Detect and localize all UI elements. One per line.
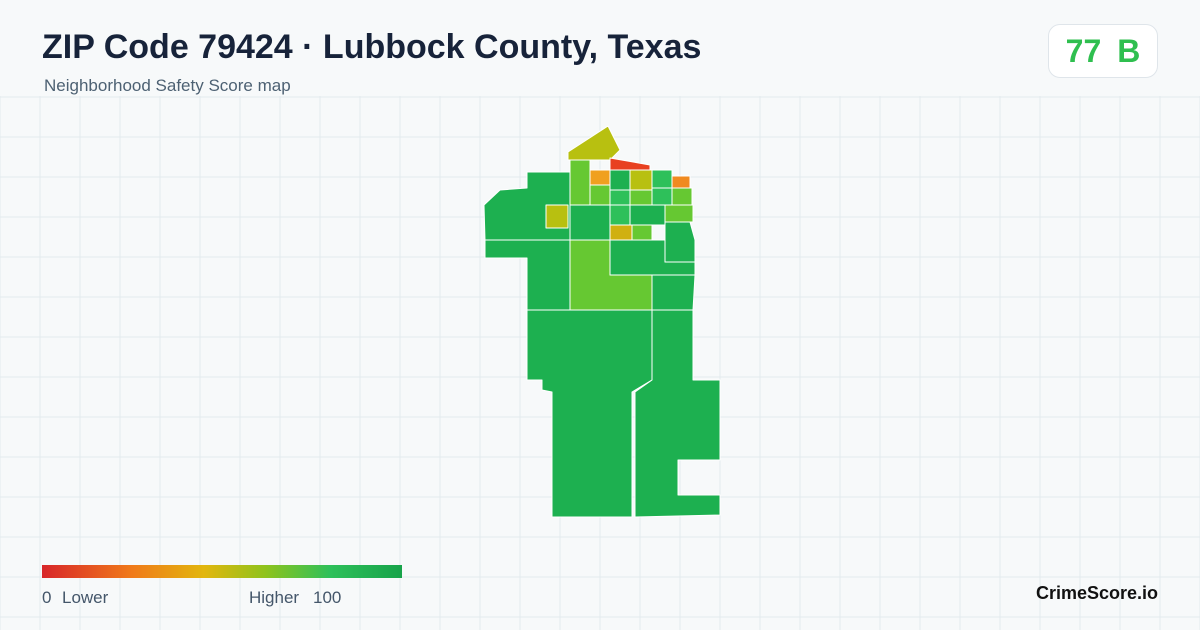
area-block xyxy=(569,159,591,206)
area-block xyxy=(609,224,633,241)
brand: CrimeScore.io xyxy=(1035,583,1158,603)
area-block xyxy=(671,175,691,189)
area-block xyxy=(609,189,631,206)
area-block xyxy=(629,204,666,226)
legend-min: 0 xyxy=(42,588,52,607)
area-block xyxy=(589,184,611,206)
score: 77 xyxy=(1065,32,1102,69)
area-block xyxy=(671,187,693,206)
area-block xyxy=(634,309,721,518)
area-block xyxy=(609,204,631,226)
area-block xyxy=(651,169,673,189)
area-block xyxy=(484,239,571,311)
area-block xyxy=(545,204,569,229)
area-block xyxy=(631,224,653,241)
area-block xyxy=(567,125,621,161)
area-block xyxy=(526,309,653,518)
area-block xyxy=(569,204,611,241)
legend-max: 100 xyxy=(313,588,342,607)
score-badge: 77 B xyxy=(1048,24,1158,78)
subtitle: Neighborhood Safety Score map xyxy=(44,76,291,95)
area-block xyxy=(664,221,696,263)
area-block xyxy=(589,169,611,186)
zip-area xyxy=(483,125,721,518)
legend-low-label: Lower xyxy=(62,588,109,607)
area-block xyxy=(609,169,631,191)
legend-high-label: Higher xyxy=(249,588,300,607)
area-block xyxy=(664,204,694,223)
area-block xyxy=(629,169,653,191)
area-block xyxy=(651,187,673,206)
area-block xyxy=(629,189,653,206)
grade: B xyxy=(1117,32,1141,69)
area-block xyxy=(651,274,696,311)
legend-gradient xyxy=(42,565,402,578)
title: ZIP Code 79424 · Lubbock County, Texas xyxy=(42,28,702,66)
